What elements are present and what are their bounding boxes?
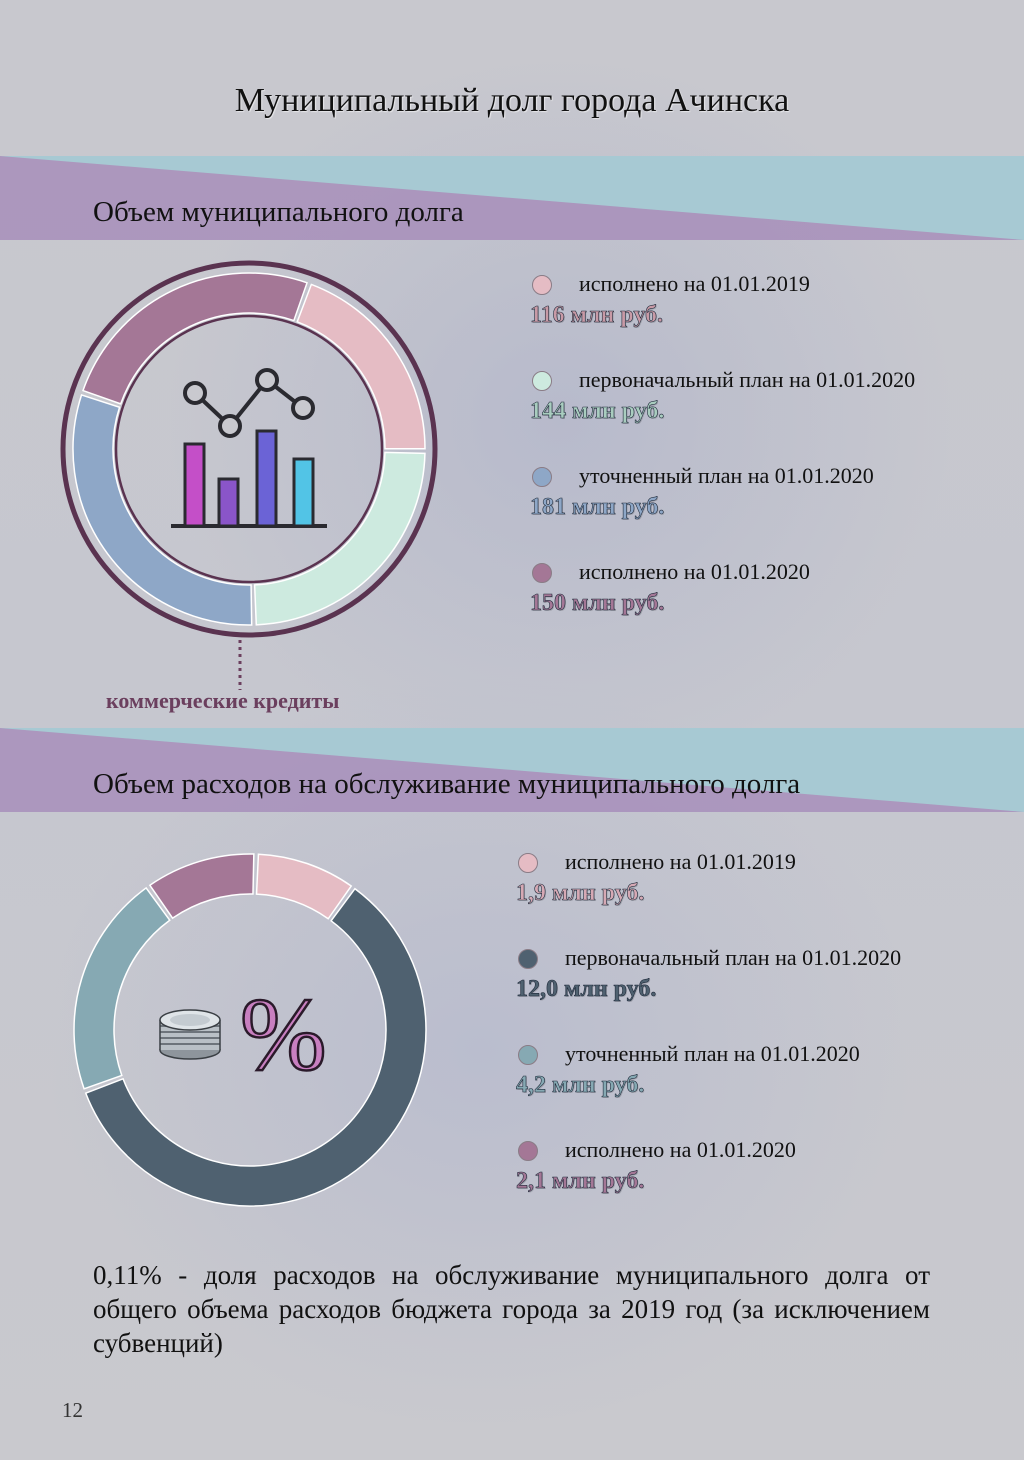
commercial-credits-callout: коммерческие кредиты <box>106 688 340 713</box>
donut-slice-2 <box>253 451 426 626</box>
debt-service-donut-chart <box>73 853 427 1207</box>
section2-legend-value-3: 4,2 млн руб. <box>516 1072 645 1099</box>
section1-legend-dot-1 <box>532 275 552 295</box>
donut-slice-4 <box>82 272 308 405</box>
section2-title: Объем расходов на обслуживание муниципал… <box>93 768 801 800</box>
section1-legend-label-1: исполнено на 01.01.2019 <box>579 271 810 296</box>
donut-slice-3 <box>73 886 171 1090</box>
donut-inner-border <box>114 314 384 584</box>
section1-legend-dot-3 <box>532 467 552 487</box>
section1-header-band: Объем муниципального долга <box>0 156 1024 240</box>
section1-legend-label-3: уточненный план на 01.01.2020 <box>579 463 874 488</box>
section2-legend-label-3: уточненный план на 01.01.2020 <box>565 1041 860 1066</box>
coin-stack-icon <box>159 1009 221 1060</box>
section1-legend-label-2: первоначальный план на 01.01.2020 <box>579 367 916 392</box>
section1-legend-value-3: 181 млн руб. <box>530 494 665 521</box>
donut-slice-1 <box>296 283 426 450</box>
percent-sign-icon: % <box>239 976 328 1094</box>
debt-volume-donut-chart <box>60 260 438 638</box>
coins-percent-icon <box>159 1009 221 1060</box>
section2-band-shape <box>0 728 1024 812</box>
section2-header-band: Объем расходов на обслуживание муниципал… <box>0 728 1024 812</box>
donut-slice-3 <box>72 394 253 626</box>
section2-legend-label-2: первоначальный план на 01.01.2020 <box>565 945 902 970</box>
section2-legend-dot-2 <box>518 949 538 969</box>
section2-legend-label-4: исполнено на 01.01.2020 <box>565 1137 796 1162</box>
section1-legend-value-2: 144 млн руб. <box>530 398 665 425</box>
section1-band-shape <box>0 156 1024 240</box>
section2-legend-value-4: 2,1 млн руб. <box>516 1168 645 1195</box>
section2-legend-dot-4 <box>518 1141 538 1161</box>
page-number: 12 <box>62 1398 83 1422</box>
section2-legend-dot-3 <box>518 1045 538 1065</box>
section1-legend-value-1: 116 млн руб. <box>530 302 664 329</box>
section2-legend-value-1: 1,9 млн руб. <box>516 880 645 907</box>
donut-slice-2 <box>84 887 427 1207</box>
callout-dotted-line <box>238 640 242 690</box>
section1-title: Объем муниципального долга <box>93 196 464 228</box>
donut-slice-1 <box>255 853 353 920</box>
section1-legend-dot-2 <box>532 371 552 391</box>
section1-legend-label-4: исполнено на 01.01.2020 <box>579 559 810 584</box>
summary-text: 0,11% - доля расходов на обслуживание му… <box>93 1260 930 1358</box>
page-title: Муниципальный долг города Ачинска <box>234 82 790 119</box>
section2-legend-value-2: 12,0 млн руб. <box>516 976 657 1003</box>
section2-legend-dot-1 <box>518 853 538 873</box>
section1-legend-dot-4 <box>532 563 552 583</box>
bar-line-chart-icon <box>171 368 327 528</box>
donut-slice-4 <box>148 853 255 920</box>
section1-legend-value-4: 150 млн руб. <box>530 590 665 617</box>
section2-legend-label-1: исполнено на 01.01.2019 <box>565 849 796 874</box>
donut-outer-border <box>60 260 438 638</box>
